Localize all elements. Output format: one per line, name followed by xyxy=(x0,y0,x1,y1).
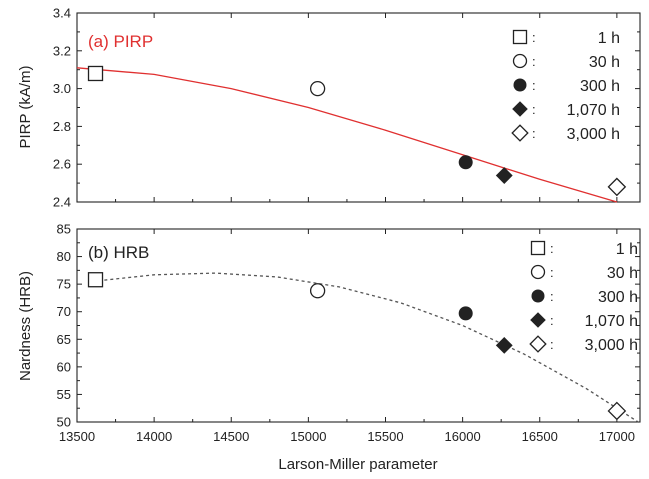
data-point-pirp xyxy=(458,155,473,170)
x-tick-label: 13500 xyxy=(59,429,95,444)
legend-marker-pirp xyxy=(513,78,527,92)
panel-hrb: (b) HRB Nardness (HRB) 50 55 60 65 70 75 80 85 1… xyxy=(17,222,641,444)
legend-label-pirp: 1 h xyxy=(598,30,620,47)
x-axis-label: Larson-Miller parameter xyxy=(278,456,437,473)
legend-colon-pirp: : xyxy=(532,78,536,93)
plot-frame-hrb xyxy=(76,228,641,423)
y-tick-label-hrb: 50 xyxy=(57,415,71,430)
legend-colon-hrb: : xyxy=(550,289,554,304)
plot-frame-pirp xyxy=(76,12,641,203)
x-tick-label: 16000 xyxy=(445,429,481,444)
legend-label-hrb: 1 h xyxy=(616,241,638,258)
data-point-pirp xyxy=(495,167,513,184)
legend-marker-hrb xyxy=(531,289,545,303)
legend-colon-hrb: : xyxy=(550,337,554,352)
legend-colon-hrb: : xyxy=(550,313,554,328)
legend-marker-pirp xyxy=(511,124,529,142)
data-point-pirp xyxy=(607,177,627,197)
panel-title-hrb: (b) HRB xyxy=(88,243,149,262)
y-tick-label-pirp: 2.6 xyxy=(53,157,71,172)
legend-marker-hrb xyxy=(530,312,546,328)
y-tick-label-pirp: 3.0 xyxy=(53,81,71,96)
legend-marker-pirp xyxy=(512,101,528,117)
legend-label-pirp: 3,000 h xyxy=(567,126,620,143)
y-tick-label-hrb: 60 xyxy=(57,359,71,374)
legend-colon-pirp: : xyxy=(532,30,536,45)
legend-label-pirp: 1,070 h xyxy=(567,102,620,119)
legend-marker-pirp xyxy=(512,53,528,69)
x-tick-label: 16500 xyxy=(522,429,558,444)
data-point-pirp xyxy=(309,80,326,97)
legend-marker-pirp xyxy=(512,29,528,45)
legend-colon-hrb: : xyxy=(550,265,554,280)
y-tick-label-hrb: 55 xyxy=(57,387,71,402)
legend-colon-hrb: : xyxy=(550,241,554,256)
x-tick-label: 14500 xyxy=(213,429,249,444)
y-tick-label-hrb: 75 xyxy=(57,277,71,292)
legend-marker-hrb xyxy=(529,335,547,353)
legend-colon-pirp: : xyxy=(532,54,536,69)
legend-label-hrb: 30 h xyxy=(607,265,638,282)
x-tick-label: 14000 xyxy=(136,429,172,444)
y-axis-label-pirp: PIRP (kA/m) xyxy=(17,65,34,148)
data-point-hrb xyxy=(607,401,627,421)
fit-curve-hrb xyxy=(92,272,641,424)
y-axis-label-hrb: Nardness (HRB) xyxy=(17,271,34,381)
legend-colon-pirp: : xyxy=(532,126,536,141)
legend-label-hrb: 3,000 h xyxy=(585,337,638,354)
x-tick-label: 17000 xyxy=(599,429,635,444)
y-tick-label-pirp: 3.4 xyxy=(53,6,71,21)
data-point-hrb xyxy=(87,272,104,288)
x-tick-label: 15500 xyxy=(367,429,403,444)
y-tick-label-hrb: 85 xyxy=(57,222,71,237)
panel-title-pirp: (a) PIRP xyxy=(88,32,153,51)
panel-pirp: (a) PIRP PIRP (kA/m) 2.4 2.6 2.8 3.0 3.2 3.4:… xyxy=(17,6,641,210)
y-tick-label-hrb: 65 xyxy=(57,332,71,347)
data-point-pirp xyxy=(87,65,104,82)
y-tick-label-hrb: 80 xyxy=(57,249,71,264)
x-tick-label: 15000 xyxy=(290,429,326,444)
legend-marker-hrb xyxy=(530,240,546,256)
y-tick-label-pirp: 3.2 xyxy=(53,43,71,58)
y-tick-label-hrb: 70 xyxy=(57,304,71,319)
legend-marker-hrb xyxy=(530,264,546,280)
data-point-hrb xyxy=(458,306,473,321)
legend-label-pirp: 30 h xyxy=(589,54,620,71)
legend-colon-pirp: : xyxy=(532,102,536,117)
legend-label-hrb: 1,070 h xyxy=(585,313,638,330)
y-tick-label-pirp: 2.8 xyxy=(53,119,71,134)
legend-label-pirp: 300 h xyxy=(580,78,620,95)
y-tick-label-pirp: 2.4 xyxy=(53,195,71,210)
data-point-hrb xyxy=(309,283,326,299)
fit-curve-pirp xyxy=(76,67,618,203)
legend-label-hrb: 300 h xyxy=(598,289,638,306)
data-point-hrb xyxy=(495,336,513,354)
